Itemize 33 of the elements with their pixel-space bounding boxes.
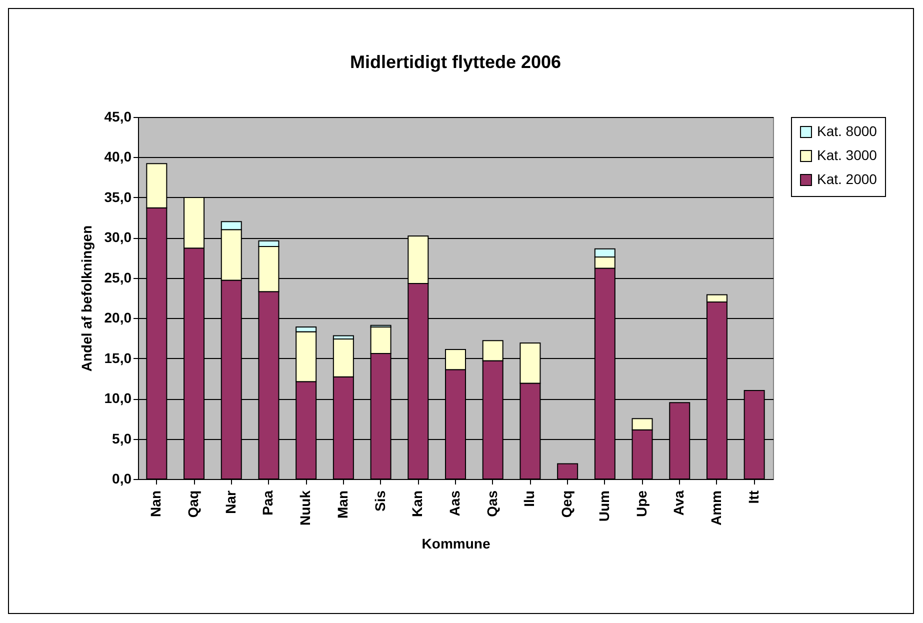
x-tick-label: Aas bbox=[446, 490, 462, 516]
x-tick-label: Qaq bbox=[185, 490, 202, 518]
y-tick-label: 20,0 bbox=[104, 310, 132, 326]
x-tick-label: Qeq bbox=[558, 490, 575, 518]
y-tick-label: 25,0 bbox=[104, 269, 132, 286]
legend-label: Kat. 8000 bbox=[817, 123, 878, 139]
x-tick-label: Uum bbox=[596, 490, 612, 522]
chart-title: Midlertidigt flyttede 2006 bbox=[350, 52, 562, 72]
x-tick-label: Itt bbox=[745, 490, 762, 504]
x-tick-label: Man bbox=[334, 490, 350, 518]
y-tick-label: 40,0 bbox=[104, 148, 132, 165]
x-tick-label: Ava bbox=[670, 490, 687, 516]
x-tick-label: Amm bbox=[708, 490, 724, 526]
y-axis-title: Andel af befolkningen bbox=[78, 225, 94, 372]
x-tick-label: Paa bbox=[260, 490, 276, 516]
x-tick-label: Nar bbox=[222, 490, 238, 514]
legend-label: Kat. 3000 bbox=[817, 147, 878, 163]
x-tick-label: Ilu bbox=[521, 490, 538, 507]
x-tick-label: Kan bbox=[409, 490, 426, 517]
x-tick-label: Upe bbox=[633, 490, 650, 517]
x-tick-label: Qas bbox=[484, 490, 500, 517]
legend-label: Kat. 2000 bbox=[817, 171, 878, 187]
y-tick-label: 35,0 bbox=[104, 188, 132, 205]
y-tick-label: 5,0 bbox=[112, 430, 132, 446]
x-axis-title: Kommune bbox=[422, 536, 490, 552]
x-tick-label: Sis bbox=[372, 490, 388, 512]
y-tick-label: 15,0 bbox=[104, 350, 132, 366]
x-tick-label: Nuuk bbox=[297, 490, 314, 526]
y-tick-label: 0,0 bbox=[112, 470, 132, 486]
y-tick-label: 30,0 bbox=[104, 229, 132, 246]
y-tick-label: 45,0 bbox=[104, 108, 132, 124]
y-tick-label: 10,0 bbox=[104, 390, 132, 406]
x-tick-label: Nan bbox=[148, 490, 164, 517]
